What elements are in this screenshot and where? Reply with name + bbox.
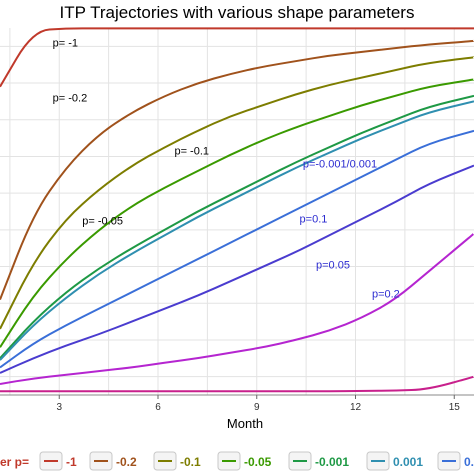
legend-title: er p=	[0, 455, 29, 469]
series-line-3	[0, 78, 474, 348]
series-line-1	[0, 39, 474, 300]
annotation-label: p= -0.05	[82, 215, 123, 227]
series-line-9	[0, 375, 474, 393]
legend-label: -0.001	[315, 455, 349, 469]
chart-title: ITP Trajectories with various shape para…	[60, 3, 415, 22]
series-lines	[0, 27, 474, 393]
series-line-6	[0, 129, 474, 369]
series-line-8	[0, 232, 474, 385]
annotation-label: p= -0.1	[174, 146, 209, 158]
series-line-2	[0, 56, 474, 330]
annotation-label: p=0.05	[316, 259, 350, 271]
legend-label: 0.001	[393, 455, 423, 469]
annotation-label: p= -0.2	[53, 92, 88, 104]
x-tick-label: 12	[350, 402, 362, 413]
x-axis-label: Month	[227, 416, 263, 431]
annotation-label: p=-0.001/0.001	[303, 158, 377, 170]
x-tick-label: 9	[254, 402, 260, 413]
legend: er p= -1 -0.2 -0.1 -0.05 -0.001 0.001 0.05	[0, 451, 474, 471]
legend-label: -0.2	[116, 455, 137, 469]
series-line-4	[0, 94, 474, 359]
x-tick-label: 6	[155, 402, 161, 413]
plot-area	[0, 28, 474, 395]
annotation-label: p= -1	[53, 37, 78, 49]
annotation-label: p=0.1	[300, 214, 328, 226]
series-line-5	[0, 100, 474, 361]
legend-label: -1	[66, 455, 77, 469]
grid-lines	[0, 28, 474, 395]
x-tick-label: 15	[449, 402, 461, 413]
x-tick-label: 3	[56, 402, 62, 413]
legend-label: -0.1	[180, 455, 201, 469]
annotations: p= -1 p= -0.2 p= -0.1 p= -0.05 p=-0.001/0.00…	[53, 37, 400, 300]
x-axis-ticks: 3 6 9 12 15	[0, 394, 474, 413]
series-line-0	[0, 27, 474, 88]
annotation-label: p=0.2	[372, 289, 400, 301]
series-line-7	[0, 164, 474, 374]
legend-label: 0.05	[464, 455, 474, 469]
legend-label: -0.05	[244, 455, 272, 469]
